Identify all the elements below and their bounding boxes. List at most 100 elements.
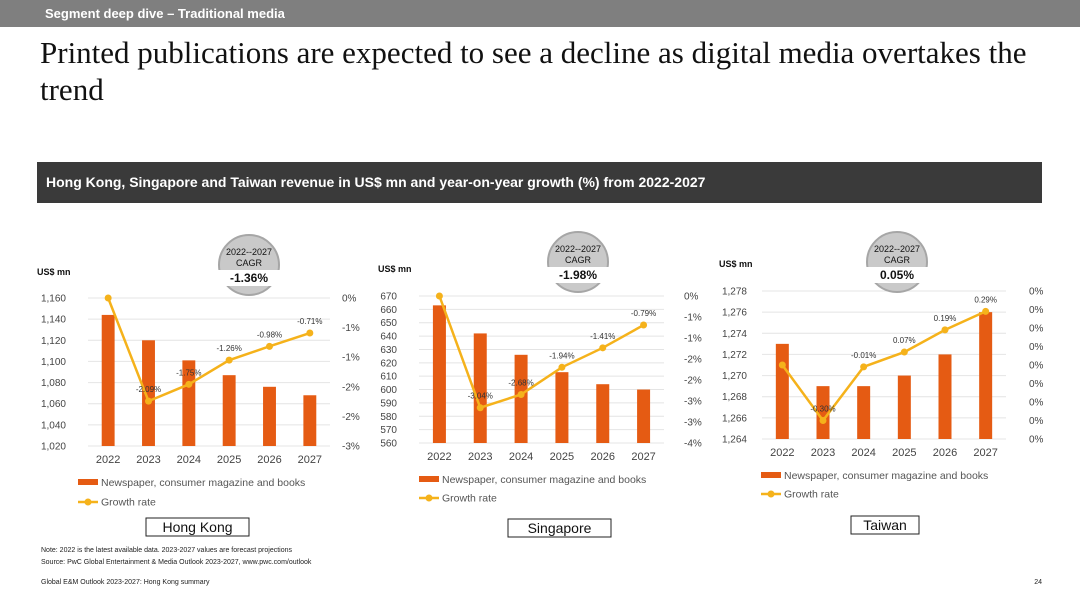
data-label: -2.09% (136, 385, 161, 394)
growth-rate-line (438, 295, 645, 410)
growth-rate-point (819, 417, 827, 424)
legend-bar-swatch (78, 479, 98, 485)
bar (101, 314, 115, 446)
y-tick-label: 1,272 (722, 350, 747, 361)
x-tick-label: 2026 (257, 454, 281, 466)
bar (473, 333, 487, 443)
x-tick-label: 2022 (427, 451, 451, 463)
bar (979, 312, 993, 439)
y2-tick-label: 0% (1029, 416, 1044, 427)
x-tick-label: 2026 (591, 451, 615, 463)
x-tick-label: 2022 (770, 447, 794, 459)
cagr-value: -1.98% (559, 268, 597, 282)
data-label: -3.04% (468, 392, 493, 401)
bar (938, 354, 952, 439)
y-tick-label: 1,274 (722, 329, 747, 340)
section-header-bar: Segment deep dive – Traditional media (0, 0, 1080, 27)
data-label: -1.41% (590, 332, 615, 341)
y2-tick-label: -2% (684, 355, 702, 366)
y-tick-label: 1,270 (722, 371, 747, 382)
x-tick-label: 2024 (851, 447, 875, 459)
y2-tick-label: -2% (342, 382, 360, 393)
data-label: 0.19% (934, 314, 957, 323)
x-tick-label: 2023 (468, 451, 492, 463)
growth-rate-point (640, 321, 648, 329)
growth-rate-point (476, 404, 484, 412)
y-tick-label: 1,100 (41, 357, 66, 368)
growth-rate-point (266, 342, 273, 350)
legend-line-marker (84, 498, 92, 506)
y2-tick-label: -3% (684, 418, 702, 429)
x-tick-label: 2027 (973, 447, 997, 459)
y2-tick-label: 0% (1029, 361, 1044, 372)
growth-rate-point (306, 329, 314, 337)
y2-tick-label: 0% (1029, 379, 1044, 390)
y-tick-label: 650 (380, 318, 397, 329)
bar (142, 340, 155, 446)
y-tick-label: 1,266 (722, 413, 747, 424)
y-tick-label: 640 (380, 332, 397, 343)
y2-tick-label: -2% (342, 412, 360, 423)
y-tick-label: 1,120 (41, 336, 66, 347)
region-box (507, 518, 612, 538)
cagr-period: 2022--2027 (555, 244, 601, 254)
document-title: Global E&M Outlook 2023-2027: Hong Kong … (41, 579, 210, 586)
y-tick-label: 610 (380, 372, 397, 383)
growth-rate-point (435, 292, 443, 300)
y-tick-label: 560 (380, 439, 397, 450)
chart-subtitle: Hong Kong, Singapore and Taiwan revenue … (46, 174, 706, 190)
data-label: -1.94% (549, 351, 574, 360)
y2-tick-label: -2% (684, 376, 702, 387)
bar (897, 375, 911, 439)
y2-tick-label: 0% (1029, 324, 1044, 335)
legend-bar-swatch (761, 472, 781, 478)
data-label: -0.01% (851, 351, 876, 360)
region-label: Hong Kong (162, 519, 232, 535)
y2-tick-label: 0% (342, 294, 357, 305)
y-tick-label: 1,020 (41, 442, 66, 453)
y-tick-label: 600 (380, 385, 397, 396)
data-label: -0.71% (297, 317, 322, 326)
cagr-period: 2022--2027 (226, 247, 272, 257)
bar (596, 384, 610, 443)
y-tick-label: 570 (380, 425, 397, 436)
cagr-label: CAGR (236, 258, 263, 268)
y-tick-label: 1,040 (41, 420, 66, 431)
legend-line-label: Growth rate (784, 489, 839, 501)
cagr-value: 0.05% (880, 268, 914, 282)
footnote-note: Note: 2022 is the latest available data.… (41, 547, 292, 554)
x-tick-label: 2025 (550, 451, 574, 463)
section-label: Segment deep dive – Traditional media (45, 6, 285, 21)
y-axis-title: US$ mn (37, 267, 71, 277)
y-tick-label: 1,140 (41, 315, 66, 326)
cagr-label: CAGR (565, 255, 592, 265)
y2-tick-label: -1% (342, 323, 360, 334)
y-tick-label: 620 (380, 358, 397, 369)
region-box (145, 517, 250, 537)
bar (637, 389, 651, 443)
cagr-value: -1.36% (230, 271, 268, 285)
growth-rate-point (104, 294, 112, 302)
y2-tick-label: 0% (1029, 398, 1044, 409)
data-label: -1.75% (176, 368, 201, 377)
y2-tick-label: -1% (684, 313, 702, 324)
data-label: 0.07% (893, 336, 916, 345)
y-tick-label: 660 (380, 305, 397, 316)
y-tick-label: 1,160 (41, 294, 66, 305)
x-tick-label: 2027 (631, 451, 655, 463)
growth-rate-point (860, 363, 868, 371)
region-box (850, 515, 920, 535)
y2-tick-label: -3% (684, 397, 702, 408)
x-tick-label: 2025 (217, 454, 241, 466)
x-tick-label: 2024 (177, 454, 201, 466)
growth-rate-point (185, 380, 193, 388)
legend-line-marker (767, 490, 775, 498)
region-label: Taiwan (863, 517, 907, 533)
bar (263, 386, 276, 446)
x-tick-label: 2026 (933, 447, 957, 459)
page-title: Printed publications are expected to see… (40, 35, 1027, 107)
growth-rate-line (781, 310, 987, 423)
growth-rate-point (599, 344, 607, 352)
y2-tick-label: 0% (684, 292, 699, 303)
